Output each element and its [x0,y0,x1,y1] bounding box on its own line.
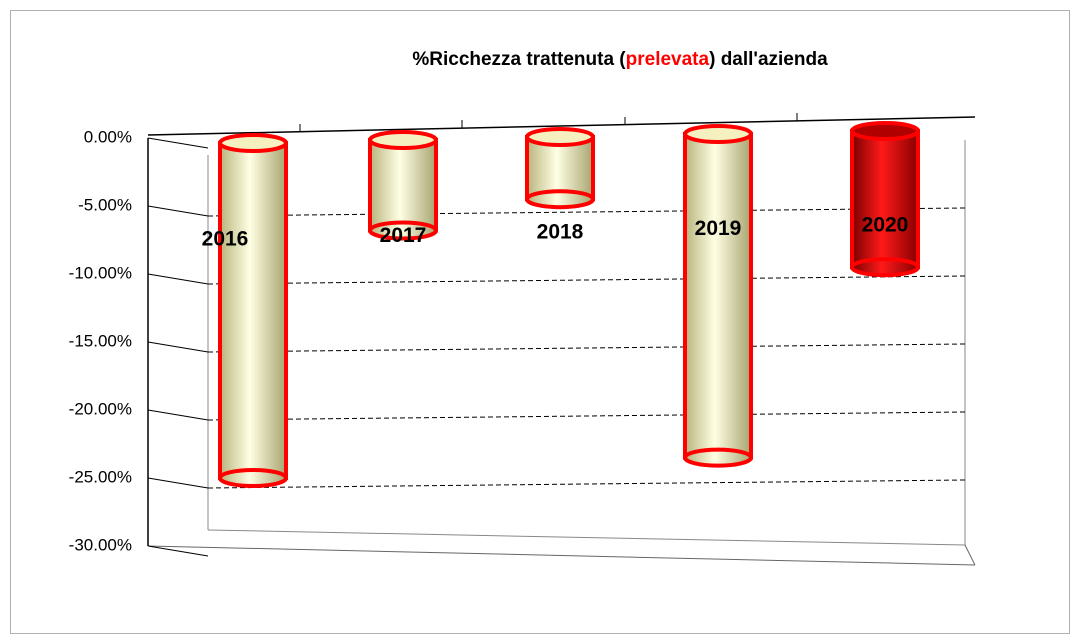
y-tick-label: -15.00% [69,331,132,350]
bar-cap [850,257,920,278]
grid-line [207,411,966,421]
title-part: prelevata [626,49,710,70]
title-part: ) dall'azienda [709,49,828,70]
grid-line [207,207,966,217]
y-tick-label: -20.00% [69,399,132,418]
y-tick-label: -25.00% [69,467,132,486]
bar [683,132,753,460]
y-tick [147,409,209,421]
bar-label: 2019 [695,217,742,240]
bar-cap [218,133,288,153]
y-tick-label: 0.00% [84,127,132,146]
y-tick [147,205,209,217]
bar-label: 2016 [202,228,249,251]
bar-cap [218,468,288,488]
bar-label: 2017 [380,224,427,247]
chart-frame [10,10,1070,634]
bar-cap [368,130,438,150]
bar-cap [525,127,595,147]
y-tick-label: -5.00% [78,195,132,214]
bar [368,138,438,233]
y-tick [147,477,209,489]
bar-label: 2018 [537,221,584,244]
y-tick [147,137,209,149]
bar [525,135,595,202]
y-tick [147,273,209,285]
chart-title: %Ricchezza trattenuta (prelevata) dall'a… [412,49,828,70]
bar [850,129,920,270]
grid-line [207,343,966,353]
bar-cap [683,447,753,468]
bar-cap [850,121,920,141]
bar [218,141,288,480]
y-tick-label: -10.00% [69,263,132,282]
y-tick [147,545,209,557]
y-tick [147,341,209,353]
bar-cap [368,220,438,241]
bar-label: 2020 [862,214,909,237]
bar-cap [683,124,753,144]
y-tick-label: -30.00% [69,535,132,554]
bar-cap [525,189,595,210]
grid-line [207,479,966,489]
title-part: %Ricchezza trattenuta ( [412,49,626,70]
grid-line [207,275,966,285]
